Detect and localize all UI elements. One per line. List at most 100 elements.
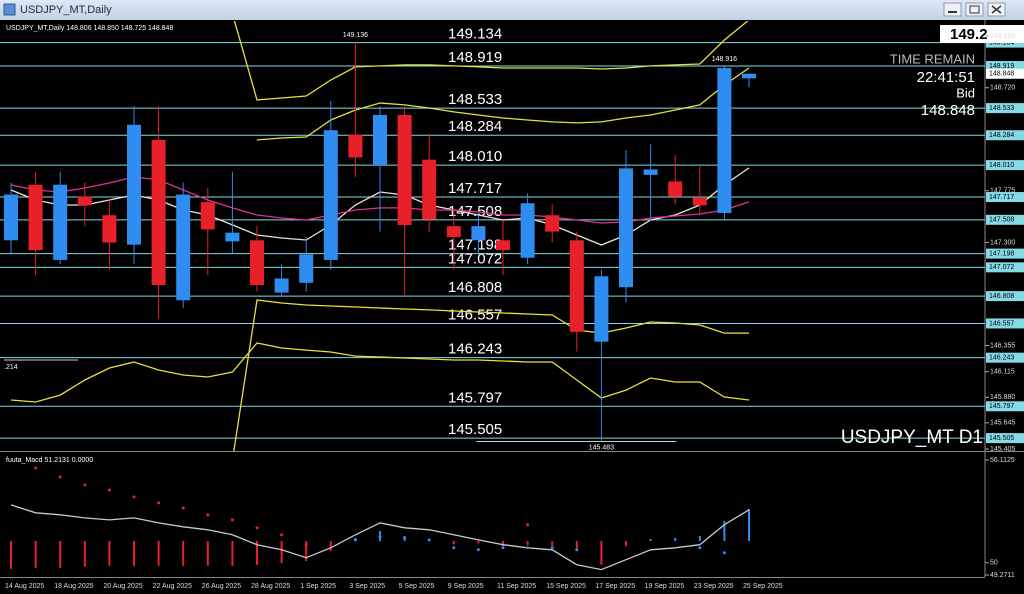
title-bar	[0, 0, 1024, 20]
x-tick-label: 15 Sep 2025	[546, 583, 586, 590]
oscillator-line	[10, 504, 750, 571]
time-remain-label: TIME REMAIN	[890, 51, 975, 66]
signal-dot	[403, 536, 407, 540]
oscillator-panel	[10, 466, 750, 571]
big-price: 149.2	[950, 26, 988, 43]
x-tick-label: 11 Sep 2025	[497, 583, 536, 590]
window-icon	[3, 3, 16, 16]
candle-body	[323, 130, 338, 260]
x-tick-label: 25 Sep 2025	[743, 583, 783, 590]
minimize-button[interactable]	[943, 2, 962, 17]
candle-body	[471, 226, 486, 241]
level-box	[986, 160, 1024, 171]
bid-box-label: 148.848	[989, 71, 1014, 78]
level-label: 148.919	[448, 49, 502, 66]
signal-dot	[722, 551, 726, 555]
level-label: 147.717	[448, 180, 502, 197]
restore-button[interactable]	[965, 2, 984, 17]
signal-dot	[575, 548, 579, 552]
level-box	[986, 192, 1024, 203]
level-box-label: 148.533	[989, 105, 1014, 112]
y-tick-label: 146.115	[990, 368, 1015, 375]
close-icon	[991, 5, 1002, 14]
x-tick-label: 23 Sep 2025	[694, 583, 734, 590]
level-box	[986, 61, 1024, 72]
level-box	[986, 130, 1024, 141]
level-label: 147.072	[448, 250, 502, 267]
candle-body	[28, 184, 43, 251]
level-label: 146.243	[448, 341, 502, 358]
candle-body	[397, 114, 412, 226]
y-tick-label: 145.645	[990, 420, 1015, 427]
indicator-line	[233, 299, 749, 451]
osc-y-tick-label: 56.1125	[990, 457, 1015, 464]
indicator-line	[233, 21, 749, 101]
candle-body	[127, 124, 141, 245]
candle-body	[545, 215, 560, 232]
candle-body	[496, 240, 510, 251]
candle-body	[668, 181, 683, 197]
extreme-label: 149.136	[343, 32, 368, 39]
candle-body	[569, 240, 584, 332]
signal-dot	[353, 538, 357, 542]
level-label: 148.284	[448, 118, 502, 135]
level-box-label: 146.243	[989, 355, 1014, 362]
x-tick-label: 18 Aug 2025	[54, 583, 93, 590]
level-box	[986, 214, 1024, 225]
candle-body	[422, 159, 437, 220]
x-tick-label: 19 Sep 2025	[645, 583, 685, 590]
price-panel	[4, 21, 756, 451]
signal-dot	[526, 523, 530, 527]
x-tick-label: 20 Aug 2025	[103, 583, 142, 590]
level-box	[986, 262, 1024, 273]
candle-body	[176, 194, 191, 301]
candle-body	[250, 240, 264, 285]
signal-dot	[107, 488, 111, 492]
candle-body	[594, 276, 609, 342]
candle-body	[692, 197, 707, 206]
signal-dot	[230, 518, 234, 522]
x-tick-label: 9 Sep 2025	[448, 583, 484, 590]
extreme-label: 145.483	[589, 444, 614, 451]
bid-label: Bid	[956, 85, 975, 100]
x-tick-label: 22 Aug 2025	[153, 583, 192, 590]
level-box-label: 146.557	[989, 320, 1014, 327]
level-box	[986, 352, 1024, 363]
signal-dot	[34, 466, 38, 470]
candle-body	[643, 169, 658, 175]
level-box-label: 147.072	[989, 264, 1014, 271]
candle-body	[299, 254, 314, 283]
signal-dot	[181, 506, 185, 510]
signal-dot	[550, 546, 554, 550]
left-label: .214	[4, 364, 18, 371]
osc-y-tick-label: 50	[990, 560, 998, 567]
level-box-label: 147.198	[989, 250, 1014, 257]
chart-background	[0, 20, 1024, 594]
x-tick-label: 1 Sep 2025	[300, 583, 336, 590]
x-tick-label: 28 Aug 2025	[251, 583, 290, 590]
signal-dot	[58, 475, 62, 479]
level-box	[986, 248, 1024, 259]
x-tick-label: 5 Sep 2025	[399, 583, 435, 590]
window-buttons	[943, 2, 1006, 17]
level-label: 145.505	[448, 421, 502, 438]
candle-body	[4, 194, 18, 241]
level-box	[986, 103, 1024, 114]
signal-dot	[452, 546, 456, 550]
candle-body	[348, 134, 363, 158]
level-box-label: 145.797	[989, 403, 1014, 410]
signal-dot	[83, 483, 87, 487]
restore-icon	[969, 5, 980, 14]
signal-dot	[206, 513, 210, 517]
y-tick-label: 145.405	[990, 446, 1015, 453]
y-tick-label: 147.775	[990, 188, 1015, 195]
x-tick-label: 26 Aug 2025	[202, 583, 241, 590]
signal-dot	[501, 546, 505, 550]
candle-body	[446, 226, 461, 238]
level-box-label: 148.284	[989, 132, 1014, 139]
candle-body	[77, 196, 92, 206]
level-box-label: 145.505	[989, 435, 1014, 442]
level-label: 147.198	[448, 237, 502, 254]
